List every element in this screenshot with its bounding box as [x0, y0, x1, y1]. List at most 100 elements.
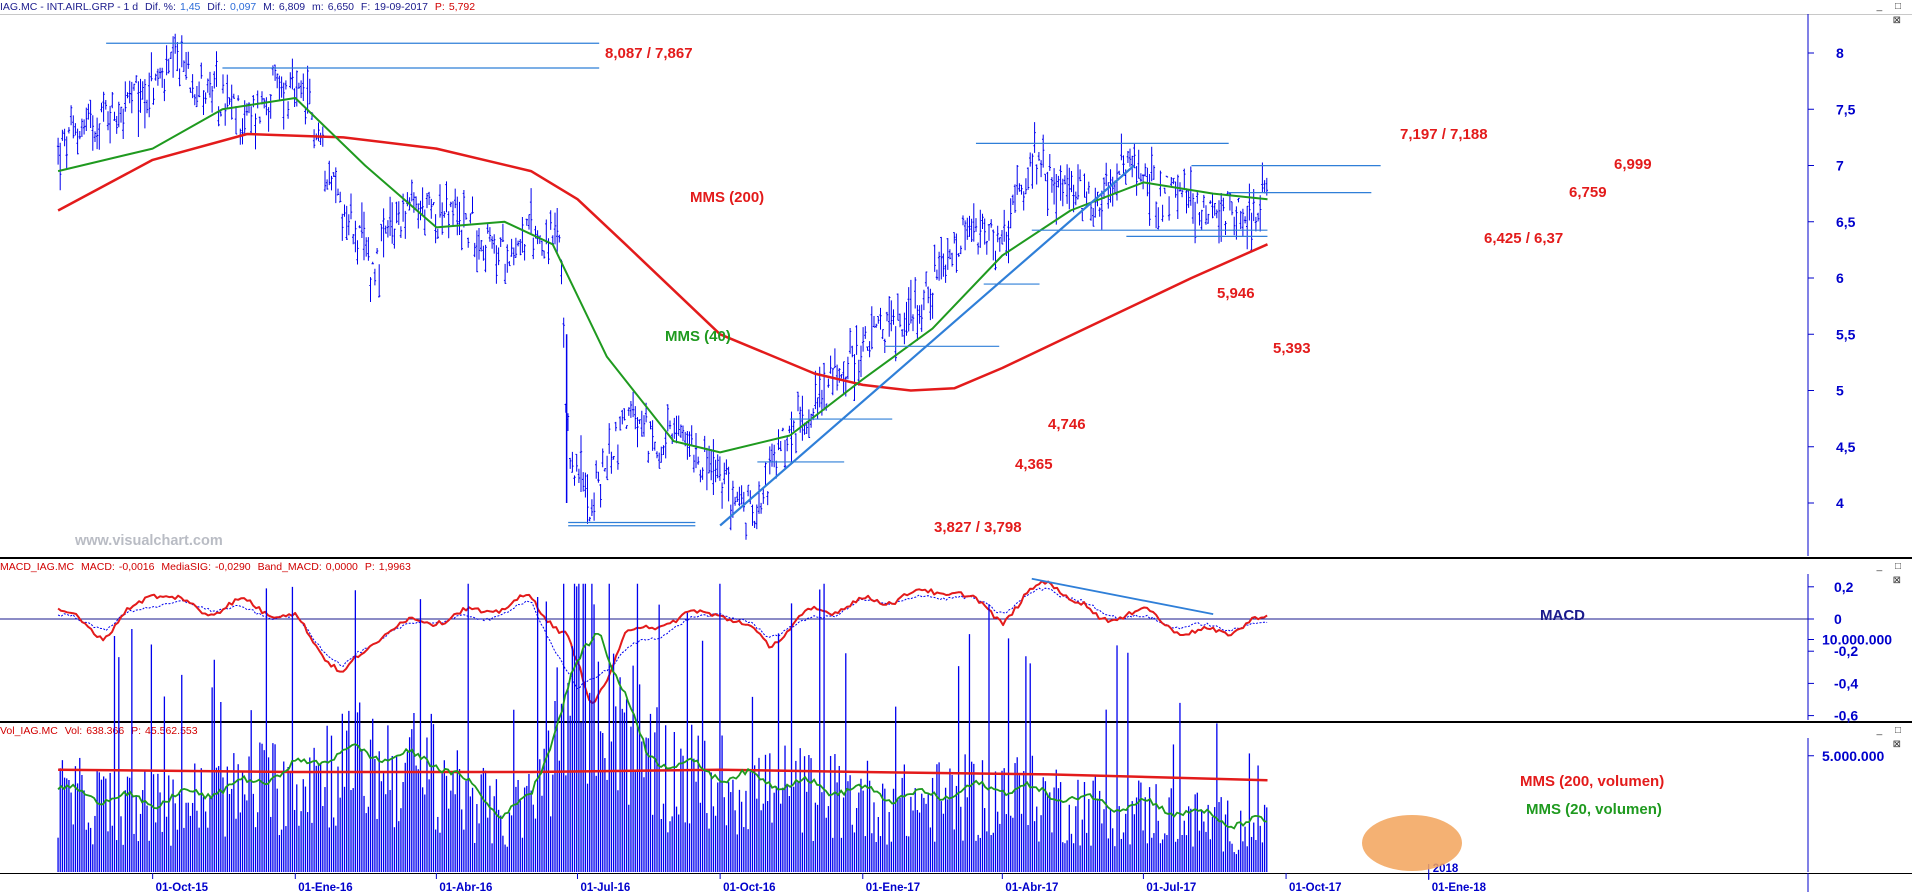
- price-bar: [1050, 177, 1054, 193]
- price-bar: [1033, 122, 1036, 153]
- price-bar: [1209, 200, 1212, 204]
- price-bar: [731, 480, 735, 518]
- price-bar: [1163, 187, 1166, 194]
- price-bar: [733, 496, 737, 506]
- price-bar: [1259, 195, 1262, 232]
- price-bar: [981, 213, 984, 229]
- x-tick-label: 01-Ene-18: [1432, 882, 1487, 892]
- price-bar: [1180, 189, 1184, 198]
- price-bar: [1046, 171, 1049, 216]
- price-bar: [477, 228, 481, 260]
- price-bar: [818, 366, 821, 408]
- price-bar: [117, 101, 120, 128]
- price-bar: [664, 430, 667, 459]
- price-bar: [634, 406, 637, 430]
- price-bar: [629, 401, 633, 418]
- price-bar: [102, 91, 105, 122]
- macd-trendline: [1031, 577, 1214, 616]
- x-tick-label: 01-Abr-16: [439, 882, 492, 892]
- price-bar: [1037, 152, 1041, 161]
- x-tick-label: 01-Jul-16: [580, 882, 630, 892]
- macd-window-controls[interactable]: _ □ ⊠: [1876, 561, 1906, 586]
- price-bar: [184, 52, 188, 80]
- price-bar: [827, 378, 830, 388]
- price-bar: [339, 191, 342, 203]
- macd-y-tick-label: 0: [1834, 611, 1842, 627]
- price-bar: [742, 491, 745, 512]
- price-bar: [427, 191, 431, 205]
- price-bar: [794, 433, 798, 454]
- price-bar: [508, 261, 511, 267]
- price-bar: [306, 65, 309, 114]
- price-bar: [1187, 189, 1190, 208]
- price-bar: [562, 317, 565, 348]
- price-bar: [61, 129, 64, 141]
- price-bar: [1100, 190, 1103, 230]
- vol-window-controls[interactable]: _ □ ⊠: [1876, 725, 1906, 750]
- price-bar: [679, 424, 683, 438]
- price-bar: [955, 233, 958, 273]
- price-bar: [786, 436, 789, 452]
- price-bar: [436, 228, 439, 239]
- price-bar: [770, 443, 774, 467]
- price-bar: [556, 208, 559, 254]
- price-bar: [56, 137, 60, 165]
- price-bar: [675, 415, 678, 444]
- price-bar: [892, 309, 895, 325]
- price-bar: [1007, 220, 1010, 264]
- price-bar: [423, 209, 426, 236]
- mms200-label: MMS (200): [690, 189, 764, 206]
- price-bar: [870, 306, 873, 350]
- price-bar: [161, 67, 164, 88]
- price-bar: [516, 240, 520, 247]
- price-bar: [922, 289, 926, 311]
- price-bar: [1063, 175, 1067, 185]
- macd-y-tick-label: -0,4: [1834, 675, 1858, 691]
- level-label: 6,425 / 6,37: [1484, 230, 1563, 247]
- level-label: 4,746: [1048, 416, 1086, 433]
- price-bar: [108, 105, 112, 144]
- price-bar: [512, 247, 515, 266]
- price-bar: [727, 466, 730, 502]
- price-bar: [1148, 174, 1151, 226]
- price-bar: [996, 225, 999, 243]
- price-window-controls[interactable]: _ □ ⊠: [1876, 1, 1906, 26]
- price-bar: [197, 81, 201, 98]
- price-bar: [312, 129, 316, 149]
- price-bar: [712, 439, 715, 495]
- price-bar: [480, 240, 483, 252]
- sig-value: -0,0290: [215, 561, 251, 573]
- price-bar: [1159, 170, 1162, 197]
- price-bar: [330, 175, 333, 191]
- price-bar: [963, 220, 967, 251]
- price-bar: [495, 245, 498, 284]
- price-bar: [979, 209, 982, 248]
- price-bar: [1087, 181, 1090, 194]
- price-bar: [1152, 165, 1156, 180]
- price-bar: [885, 311, 889, 322]
- price-bar: [592, 492, 596, 521]
- price-bar: [927, 286, 930, 304]
- price-bar: [367, 237, 370, 261]
- price-bar: [365, 237, 368, 257]
- price-bar: [575, 453, 578, 472]
- price-bar: [178, 68, 181, 87]
- price-bar: [191, 74, 194, 99]
- price-bar: [990, 219, 993, 228]
- vol-p-label: P:: [131, 725, 142, 737]
- price-bar: [527, 214, 531, 230]
- price-bar: [790, 411, 793, 463]
- price-bar: [1246, 205, 1249, 250]
- price-bar: [618, 416, 622, 431]
- price-bar: [193, 94, 196, 106]
- price-bar: [1248, 183, 1251, 221]
- price-bar: [1191, 193, 1195, 224]
- price-bar: [924, 271, 928, 287]
- level-label: 6,759: [1569, 184, 1607, 201]
- price-bar: [1072, 184, 1075, 213]
- price-bar: [1213, 203, 1216, 216]
- price-bar: [1016, 165, 1019, 195]
- price-bar: [605, 455, 609, 481]
- max-value: 6,809: [278, 1, 306, 13]
- price-bar: [91, 115, 94, 151]
